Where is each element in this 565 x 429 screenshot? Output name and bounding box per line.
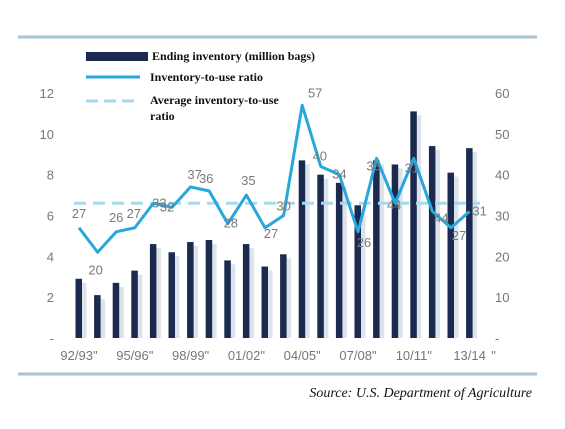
ratio-data-label: 26	[109, 210, 123, 225]
y-left-tick-label: 2	[47, 290, 54, 305]
inventory-bar	[168, 252, 175, 338]
inventory-bar	[335, 182, 343, 338]
y-right-tick-label: 20	[495, 249, 509, 264]
ratio-data-label: 31	[472, 203, 486, 218]
inventory-bar	[261, 266, 268, 338]
legend-bar-label: Ending inventory (million bags)	[152, 49, 315, 63]
y-left-tick-label: 10	[40, 127, 54, 142]
inventory-bar	[317, 174, 324, 338]
x-tick-label: 07/08"	[339, 348, 377, 363]
bar-shadow	[431, 150, 440, 338]
bar-shadow	[115, 286, 124, 338]
y-left-tick-label: 4	[47, 249, 54, 264]
inventory-bar	[205, 240, 213, 338]
x-tick-label: 13/14	[453, 348, 486, 363]
bar-shadow	[283, 258, 292, 338]
ratio-data-label: 20	[88, 262, 102, 277]
x-tick-label: 01/02"	[228, 348, 266, 363]
ratio-data-label: 27	[264, 226, 278, 241]
inventory-bar	[149, 244, 157, 338]
ratio-data-label: 37	[187, 167, 201, 182]
ratio-data-label: 28	[224, 216, 238, 231]
bar-shadow	[338, 186, 347, 338]
x-tick-label: 95/96"	[116, 348, 154, 363]
legend-bar-swatch	[86, 52, 148, 61]
y-left-tick-label: 12	[40, 86, 54, 101]
ratio-line	[77, 103, 471, 254]
x-tick-label: 92/93"	[60, 348, 98, 363]
ratio-data-label: 34	[332, 167, 346, 182]
y-right-tick-label: 60	[495, 86, 509, 101]
ratio-data-label: 33	[152, 195, 166, 210]
inventory-bar	[466, 148, 473, 338]
ratio-data-label: 26	[357, 235, 371, 250]
ratio-data-label: 32	[160, 199, 174, 214]
bar-shadow	[394, 168, 403, 338]
bar-shadow	[413, 115, 422, 338]
ratio-data-label: 27	[72, 206, 86, 221]
bar-shadow	[208, 244, 217, 338]
inventory-bar	[75, 278, 82, 338]
y-right-tick-label: 50	[495, 127, 509, 142]
ratio-data-label: 33	[366, 158, 380, 173]
inventory-bar	[428, 146, 436, 338]
x-tick-label: 04/05"	[284, 348, 322, 363]
ratio-data-label: 31	[405, 160, 419, 175]
ratio-data-label: 27	[127, 206, 141, 221]
x-tick-label: 10/11"	[396, 348, 433, 363]
bar-shadow	[357, 209, 366, 338]
inventory-bar	[298, 160, 306, 338]
inventory-bar	[94, 295, 101, 338]
ratio-data-label: 44	[387, 197, 401, 212]
ratio-data-label: 27	[452, 228, 466, 243]
ratio-data-label: 35	[241, 173, 255, 188]
ratio-data-label: 44	[434, 210, 448, 225]
bar-shadow	[134, 274, 143, 338]
y-right-tick-label: 40	[495, 168, 509, 183]
legend-line-label: Inventory-to-use ratio	[150, 70, 263, 84]
y-right-tick-label: -	[495, 331, 499, 346]
inventory-bar	[131, 270, 138, 338]
bar-shadow	[227, 264, 236, 338]
ratio-data-label: 36	[199, 171, 213, 186]
inventory-bar	[391, 164, 399, 338]
bar-shadow	[245, 248, 254, 338]
inventory-bar	[112, 282, 120, 338]
y-left-tick-label: -	[50, 331, 54, 346]
ratio-data-label: 40	[313, 149, 327, 164]
x-tick-label: 98/99"	[172, 348, 210, 363]
bar-shadow	[171, 256, 180, 338]
legend-avg-label: Average inventory-to-use	[150, 93, 279, 107]
bar-shadow	[376, 164, 385, 338]
bar-shadow	[97, 299, 106, 338]
bar-shadow	[152, 248, 161, 338]
y-right-tick-label: 30	[495, 209, 509, 224]
y-left-tick-label: 6	[47, 209, 54, 224]
inventory-bar	[280, 254, 287, 338]
bar-shadow	[320, 178, 329, 338]
inventory-bar	[224, 260, 231, 338]
ratio-data-label: 57	[308, 85, 322, 100]
inventory-bar	[242, 244, 250, 338]
bar-shadow	[78, 282, 87, 338]
x-tick-label: "	[491, 348, 496, 363]
bar-shadow	[469, 152, 478, 338]
inventory-bar	[410, 111, 417, 338]
ratio-data-label: 30	[276, 199, 290, 214]
source-note: Source: U.S. Department of Agriculture	[309, 386, 532, 401]
plot-area: - 2 4 6 8 10 12 - 10 20 30 40 50 60 92/93" 95/96" 98/99"…	[40, 85, 510, 363]
inventory-bar	[373, 160, 380, 338]
y-right-tick-label: 10	[495, 290, 509, 305]
legend: Ending inventory (million bags) Inventor…	[86, 49, 315, 123]
bar-shadow	[450, 176, 459, 338]
inventory-bar	[447, 172, 454, 338]
y-left-tick-label: 8	[47, 168, 54, 183]
inventory-bar	[354, 205, 361, 338]
bar-shadow	[190, 246, 199, 338]
legend-avg-label-2: ratio	[150, 109, 175, 123]
bar-shadow	[264, 270, 273, 338]
inventory-bar	[187, 242, 194, 338]
bar-shadow	[301, 164, 310, 338]
